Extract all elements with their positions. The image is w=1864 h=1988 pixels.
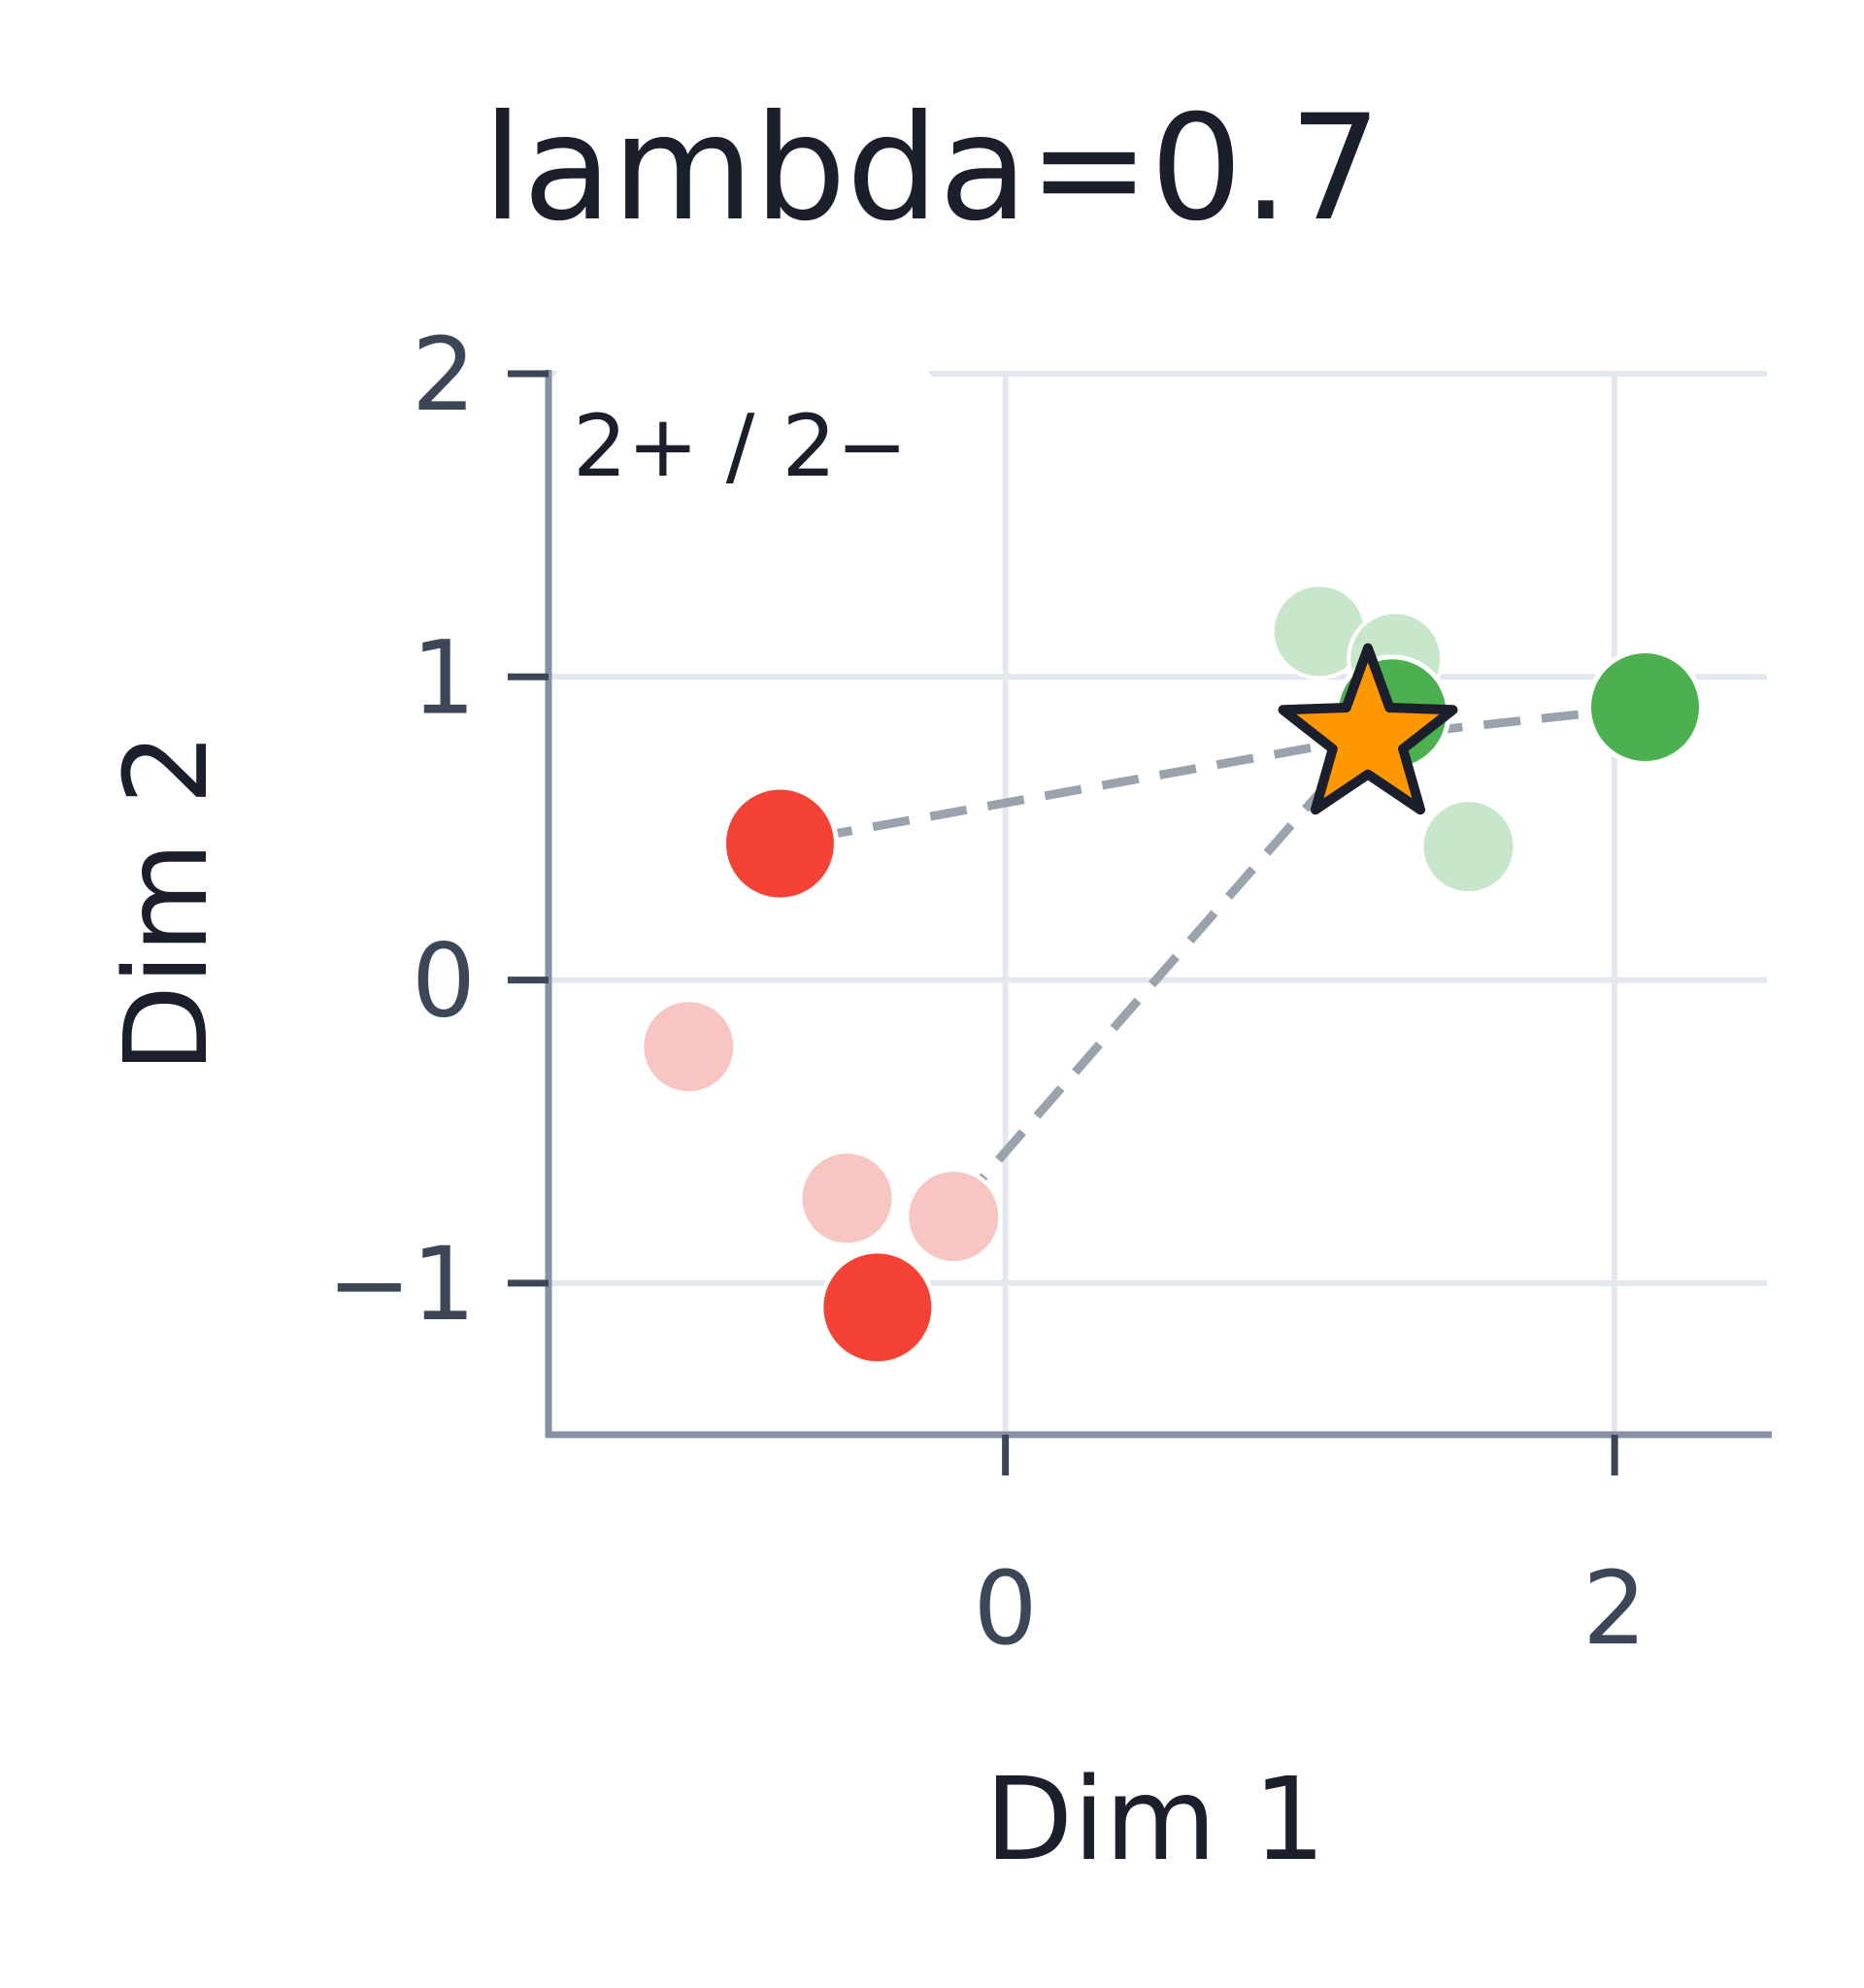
faded-negative-point	[640, 998, 738, 1096]
y-tick-label: 2	[412, 315, 476, 434]
x-tick-label: 0	[974, 1549, 1038, 1668]
faded-positive-point	[1419, 798, 1517, 896]
y-tick-label: 0	[412, 922, 476, 1041]
x-axis-label: Dim 1	[984, 1752, 1325, 1886]
query-star	[1278, 643, 1458, 815]
link-line	[1367, 703, 1646, 743]
tick-labels: −1 0 1 2 0 2	[327, 315, 1648, 1668]
faded-negative-point	[905, 1168, 1003, 1266]
data-points	[640, 582, 1704, 1367]
x-tick-label: 2	[1582, 1549, 1647, 1668]
annotation-label: 2+ / 2−	[573, 396, 908, 496]
annotation-background	[553, 369, 932, 500]
grid-lines	[549, 371, 1767, 1435]
selected-negative-point	[720, 784, 839, 903]
chart-title: lambda=0.7	[483, 84, 1381, 253]
link-line	[935, 734, 1372, 1232]
link-line	[779, 733, 1369, 848]
annotation-box: 2+ / 2−	[553, 369, 932, 500]
y-tick-label: 1	[412, 618, 476, 737]
axes	[545, 370, 1772, 1439]
link-lines	[779, 703, 1646, 1232]
y-tick-label: −1	[327, 1225, 476, 1343]
selected-positive-point	[1586, 648, 1704, 767]
y-axis-label: Dim 2	[99, 732, 233, 1073]
selected-negative-point	[818, 1248, 937, 1367]
faded-negative-point	[798, 1149, 896, 1247]
